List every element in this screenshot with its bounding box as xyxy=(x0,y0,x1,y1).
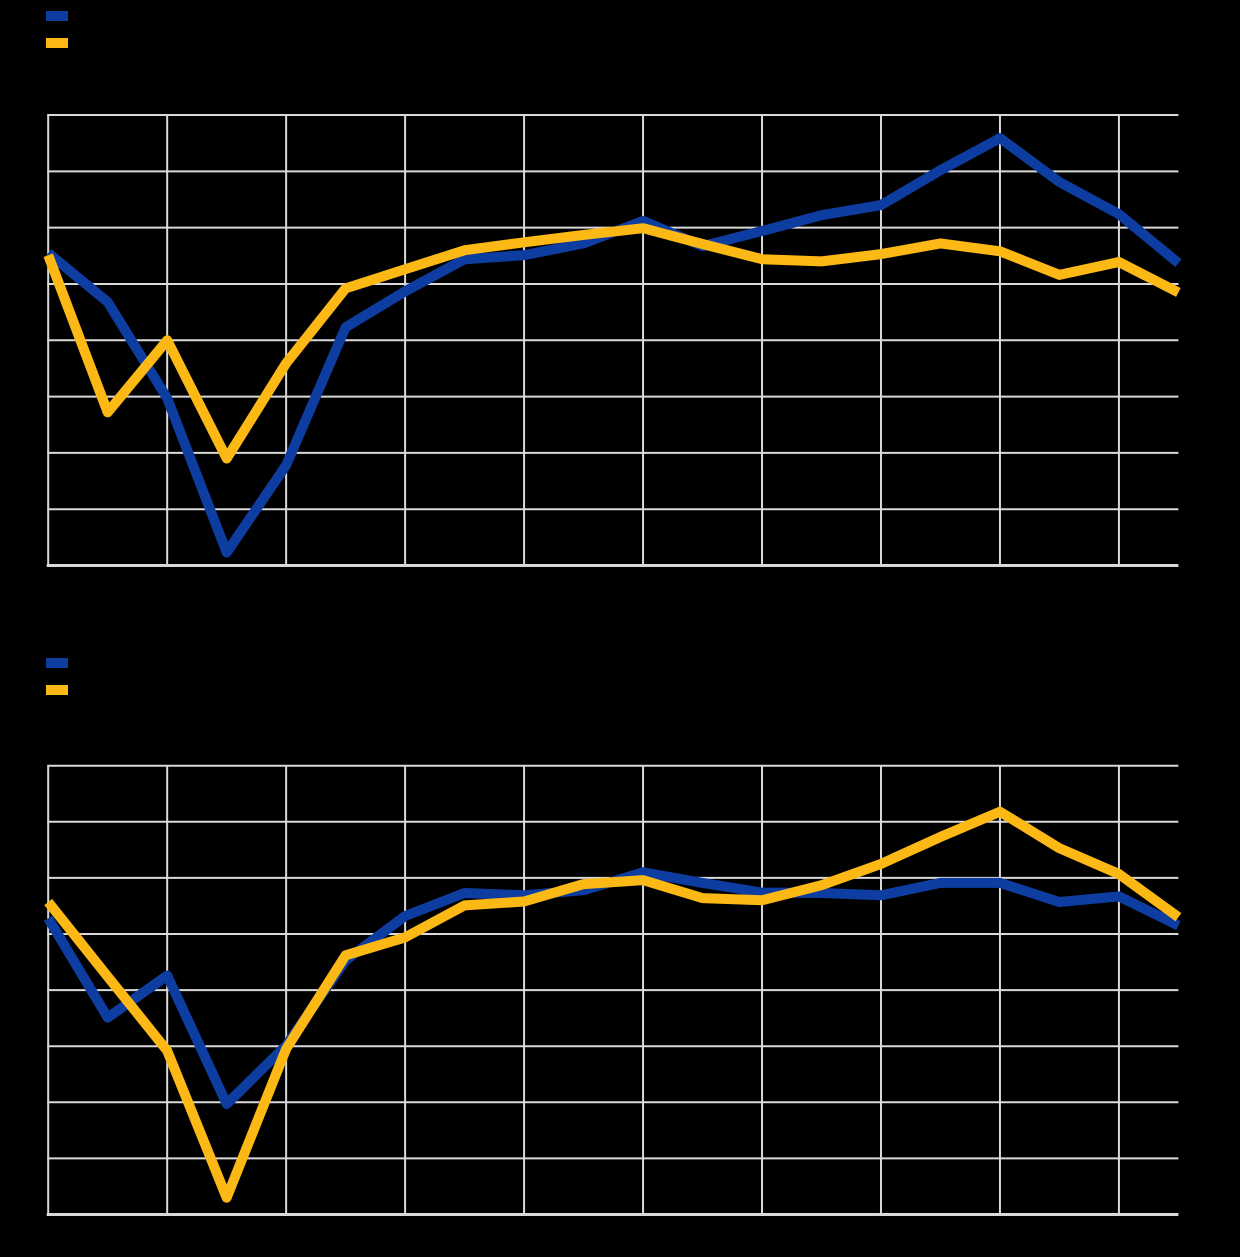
series-line-yellow xyxy=(43,223,1181,464)
series-line-yellow xyxy=(44,806,1182,1203)
series-line-blue xyxy=(45,133,1182,558)
chart2-legend-swatch-blue xyxy=(46,658,68,668)
chart2-legend xyxy=(46,658,70,696)
chart2-plot xyxy=(43,764,1182,1216)
chart1-legend xyxy=(46,11,70,49)
chart1-plot xyxy=(43,114,1182,567)
series-line-blue xyxy=(43,867,1181,1109)
chart1-legend-swatch-yellow xyxy=(46,38,68,48)
chart1-legend-swatch-blue xyxy=(46,11,68,21)
chart2-legend-swatch-yellow xyxy=(46,685,68,695)
